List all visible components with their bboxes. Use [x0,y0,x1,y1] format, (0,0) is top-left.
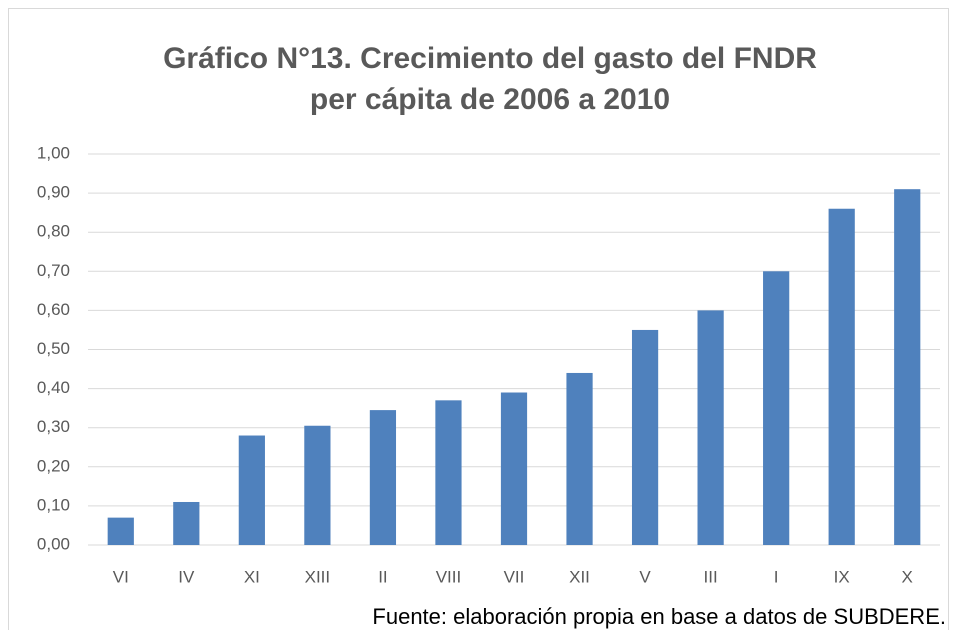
chart-border [8,8,949,630]
bar [631,329,659,545]
y-tick-label: 0,60 [37,300,70,319]
x-tick-label: II [378,567,387,586]
x-tick-label: VIII [436,567,462,586]
y-tick-label: 0,40 [37,378,70,397]
bar [238,435,265,545]
y-tick-label: 0,20 [37,456,70,475]
x-tick-label: XI [244,567,260,586]
x-tick-label: I [774,567,779,586]
chart-title: per cápita de 2006 a 2010 [310,83,670,116]
y-tick-label: 0,00 [37,534,70,553]
x-tick-label: X [902,567,913,586]
bar [763,271,790,545]
y-tick-label: 0,80 [37,222,70,241]
x-tick-label: IX [834,567,850,586]
x-tick-label: XII [569,567,590,586]
bar [435,400,462,545]
bar [697,310,724,545]
x-tick-label: IV [178,567,195,586]
bar [500,392,528,545]
x-tick-label: VI [113,567,129,586]
y-tick-label: 0,30 [37,417,70,436]
y-tick-label: 0,70 [37,261,70,280]
bar [107,517,134,545]
bar [566,372,593,545]
y-tick-label: 0,50 [37,339,70,358]
bar [828,208,855,546]
bar [304,425,331,545]
y-tick-label: 0,10 [37,495,70,514]
x-tick-label: III [704,567,718,586]
y-tick-label: 1,00 [37,143,70,162]
bar [894,189,921,545]
bar [173,501,200,545]
chart-title: Gráfico N°13. Crecimiento del gasto del … [163,42,817,75]
x-tick-label: V [639,567,651,586]
y-tick-label: 0,90 [37,183,70,202]
bar [369,410,397,545]
x-tick-label: XIII [305,567,331,586]
x-tick-label: VII [504,567,525,586]
source-note: Fuente: elaboración propia en base a dat… [372,604,946,629]
